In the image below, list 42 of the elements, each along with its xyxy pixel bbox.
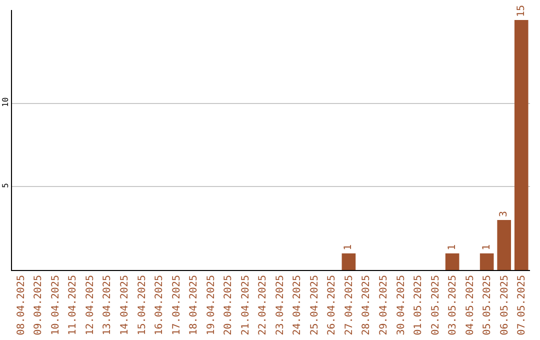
y-tick-label: 10 — [0, 97, 10, 107]
x-tick-label: 14.04.2025 — [119, 275, 130, 336]
data-label: 1 — [481, 244, 492, 250]
x-tick-label: 22.04.2025 — [258, 275, 269, 336]
x-tick-label: 20.04.2025 — [223, 275, 234, 336]
bar — [445, 253, 460, 270]
bar — [497, 220, 512, 270]
x-tick-label: 29.04.2025 — [378, 275, 390, 336]
x-tick-label: 25.04.2025 — [309, 275, 320, 336]
x-tick-label: 12.04.2025 — [84, 275, 96, 336]
x-tick-label: 07.05.2025 — [516, 275, 528, 336]
x-tick-label: 24.04.2025 — [292, 275, 304, 336]
x-tick-label: 13.04.2025 — [102, 275, 114, 336]
x-tick-label: 17.04.2025 — [171, 275, 182, 336]
x-tick-label: 18.04.2025 — [188, 275, 200, 336]
x-tick-label: 10.04.2025 — [50, 275, 62, 336]
x-tick-label: 23.04.2025 — [274, 275, 286, 336]
x-tick-label: 26.04.2025 — [326, 275, 338, 336]
x-tick-label: 08.04.2025 — [16, 275, 27, 336]
data-label: 3 — [498, 210, 510, 217]
x-tick-label: 21.04.2025 — [240, 275, 252, 336]
x-tick-label: 28.04.2025 — [361, 275, 372, 336]
bar — [514, 20, 528, 270]
x-tick-label: 19.04.2025 — [206, 275, 217, 336]
data-label: 1 — [446, 244, 458, 250]
x-tick-label: 01.05.2025 — [413, 275, 424, 336]
x-tick-label: 30.04.2025 — [396, 275, 407, 336]
y-tick-label: 5 — [0, 182, 10, 188]
bar — [342, 253, 356, 270]
x-tick-label: 09.04.2025 — [33, 275, 44, 336]
x-tick-label: 06.05.2025 — [499, 275, 510, 336]
bar — [480, 253, 494, 270]
x-tick-label: 27.04.2025 — [344, 275, 355, 336]
x-tick-label: 11.04.2025 — [68, 275, 79, 336]
x-tick-label: 04.05.2025 — [464, 275, 476, 336]
x-tick-label: 16.04.2025 — [154, 275, 166, 336]
x-tick-label: 02.05.2025 — [430, 275, 442, 336]
x-tick-label: 15.04.2025 — [136, 275, 148, 336]
x-tick-label: 03.05.2025 — [448, 275, 459, 336]
data-label: 1 — [343, 244, 354, 250]
x-tick-label: 05.05.2025 — [482, 275, 494, 336]
data-label: 15 — [516, 4, 527, 17]
